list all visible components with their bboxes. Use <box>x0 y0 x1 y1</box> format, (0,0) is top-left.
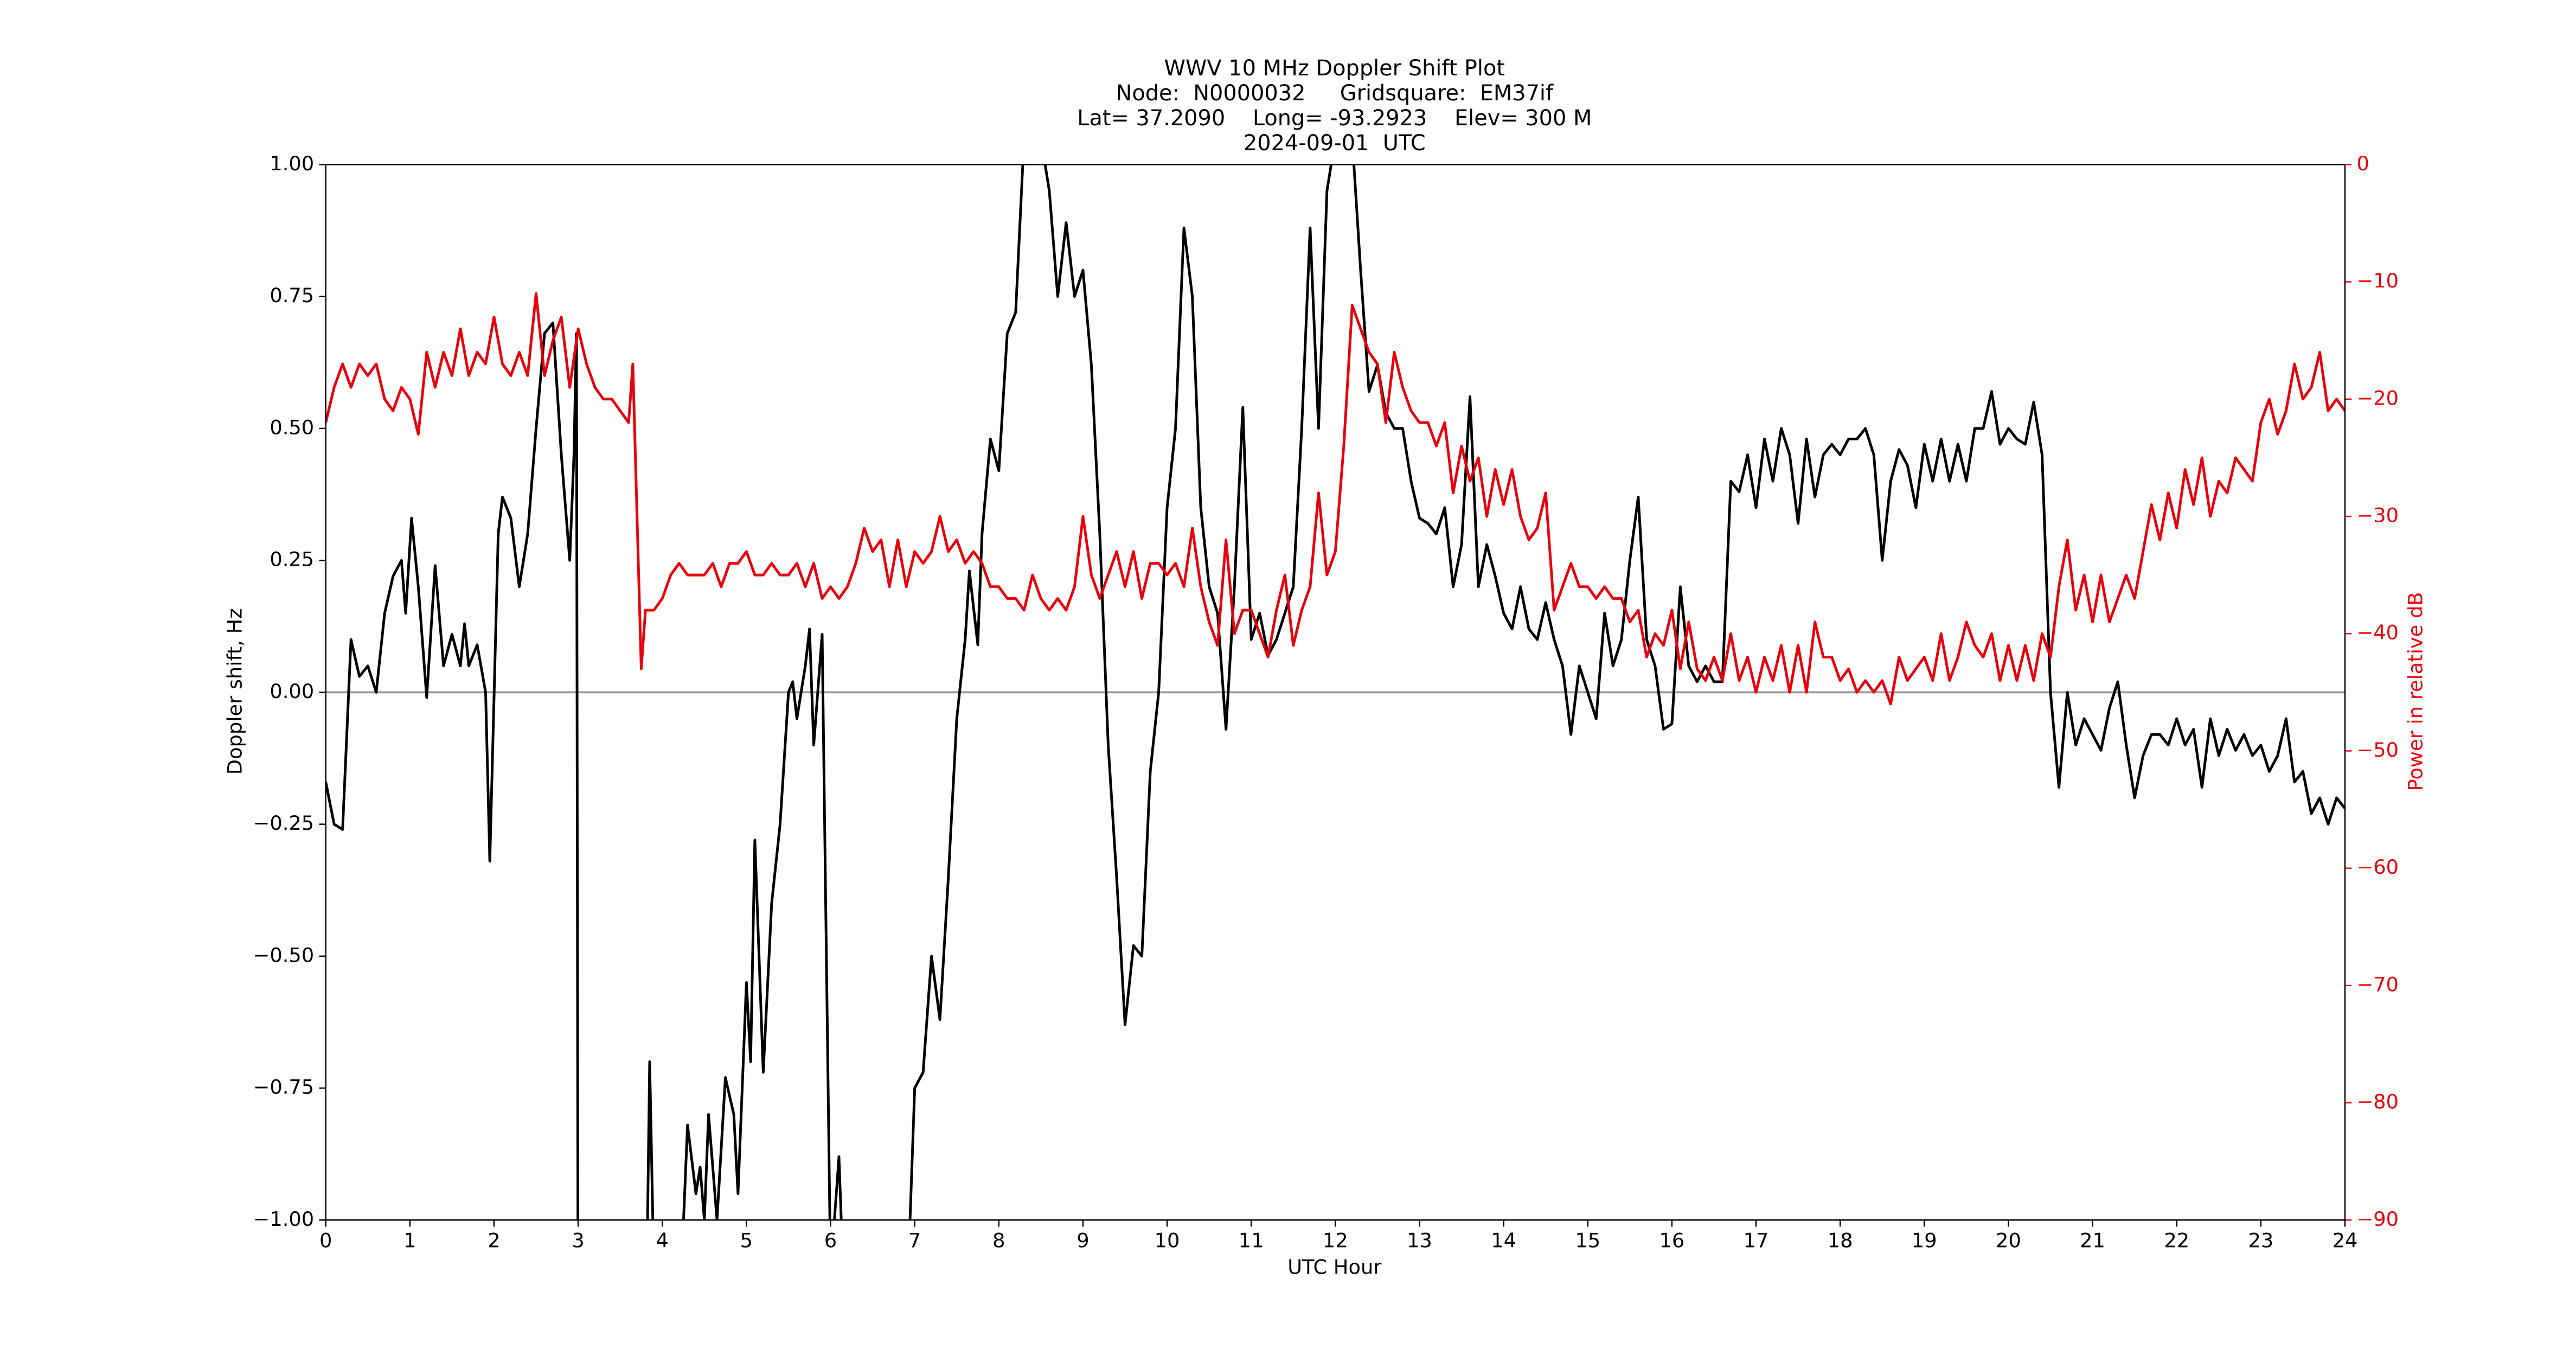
x-tick-label: 4 <box>656 1229 669 1252</box>
x-tick-label: 7 <box>908 1229 921 1252</box>
x-tick-label: 3 <box>572 1229 584 1252</box>
y2-tick-label: −40 <box>2356 621 2399 644</box>
x-tick-label: 16 <box>1659 1229 1684 1252</box>
x-axis-label: UTC Hour <box>1287 1256 1382 1279</box>
y-tick-label: 0.75 <box>270 284 314 307</box>
y2-tick-label: −20 <box>2356 386 2399 410</box>
x-tick-label: 2 <box>488 1229 500 1252</box>
y2-tick-label: −60 <box>2356 855 2399 879</box>
x-tick-label: 11 <box>1239 1229 1264 1252</box>
x-tick-label: 21 <box>2080 1229 2105 1252</box>
x-tick-label: 18 <box>1828 1229 1853 1252</box>
y-tick-label: −1.00 <box>253 1207 315 1231</box>
x-tick-label: 22 <box>2164 1229 2189 1252</box>
y-tick-label: 0.50 <box>270 415 314 439</box>
x-tick-label: 20 <box>1996 1229 2021 1252</box>
x-tick-label: 8 <box>992 1229 1005 1252</box>
x-tick-label: 17 <box>1744 1229 1769 1252</box>
x-tick-label: 13 <box>1407 1229 1432 1252</box>
x-tick-label: 24 <box>2333 1229 2358 1252</box>
x-tick-label: 10 <box>1155 1229 1180 1252</box>
x-tick-label: 19 <box>1912 1229 1937 1252</box>
y-tick-label: −0.50 <box>253 943 315 967</box>
x-tick-label: 12 <box>1323 1229 1348 1252</box>
x-tick-label: 14 <box>1491 1229 1516 1252</box>
y2-tick-label: −80 <box>2356 1090 2399 1114</box>
y2-tick-label: −70 <box>2356 973 2399 996</box>
y-tick-label: 1.00 <box>270 152 314 175</box>
x-tick-label: 0 <box>319 1229 332 1252</box>
y-axis-label: Doppler shift, Hz <box>223 608 247 775</box>
y-tick-label: 0.00 <box>270 680 314 703</box>
x-tick-label: 1 <box>403 1229 416 1252</box>
x-tick-label: 5 <box>740 1229 753 1252</box>
data-line <box>325 292 2346 706</box>
y-tick-label: 0.25 <box>270 548 314 571</box>
data-line <box>325 164 2346 1220</box>
chart-title: 2024-09-01 UTC <box>1244 131 1426 156</box>
y2-tick-label: 0 <box>2356 152 2369 175</box>
chart-title: Lat= 37.2090 Long= -93.2923 Elev= 300 M <box>1077 106 1592 131</box>
x-tick-label: 23 <box>2248 1229 2273 1252</box>
chart-title: WWV 10 MHz Doppler Shift Plot <box>1164 56 1505 81</box>
x-tick-label: 15 <box>1575 1229 1600 1252</box>
y2-tick-label: −30 <box>2356 504 2399 527</box>
y2-tick-label: −90 <box>2356 1207 2399 1231</box>
plot-frame <box>325 164 2346 1221</box>
x-tick-label: 6 <box>824 1229 837 1252</box>
y2-axis-label: Power in relative dB <box>2404 592 2427 791</box>
chart-title: Node: N0000032 Gridsquare: EM37if <box>1116 81 1554 106</box>
y-tick-label: −0.25 <box>253 811 315 835</box>
y2-tick-label: −10 <box>2356 269 2399 292</box>
plot-area <box>325 164 2346 1220</box>
x-tick-label: 9 <box>1076 1229 1089 1252</box>
y2-tick-label: −50 <box>2356 738 2399 762</box>
y-tick-label: −0.75 <box>253 1076 315 1099</box>
